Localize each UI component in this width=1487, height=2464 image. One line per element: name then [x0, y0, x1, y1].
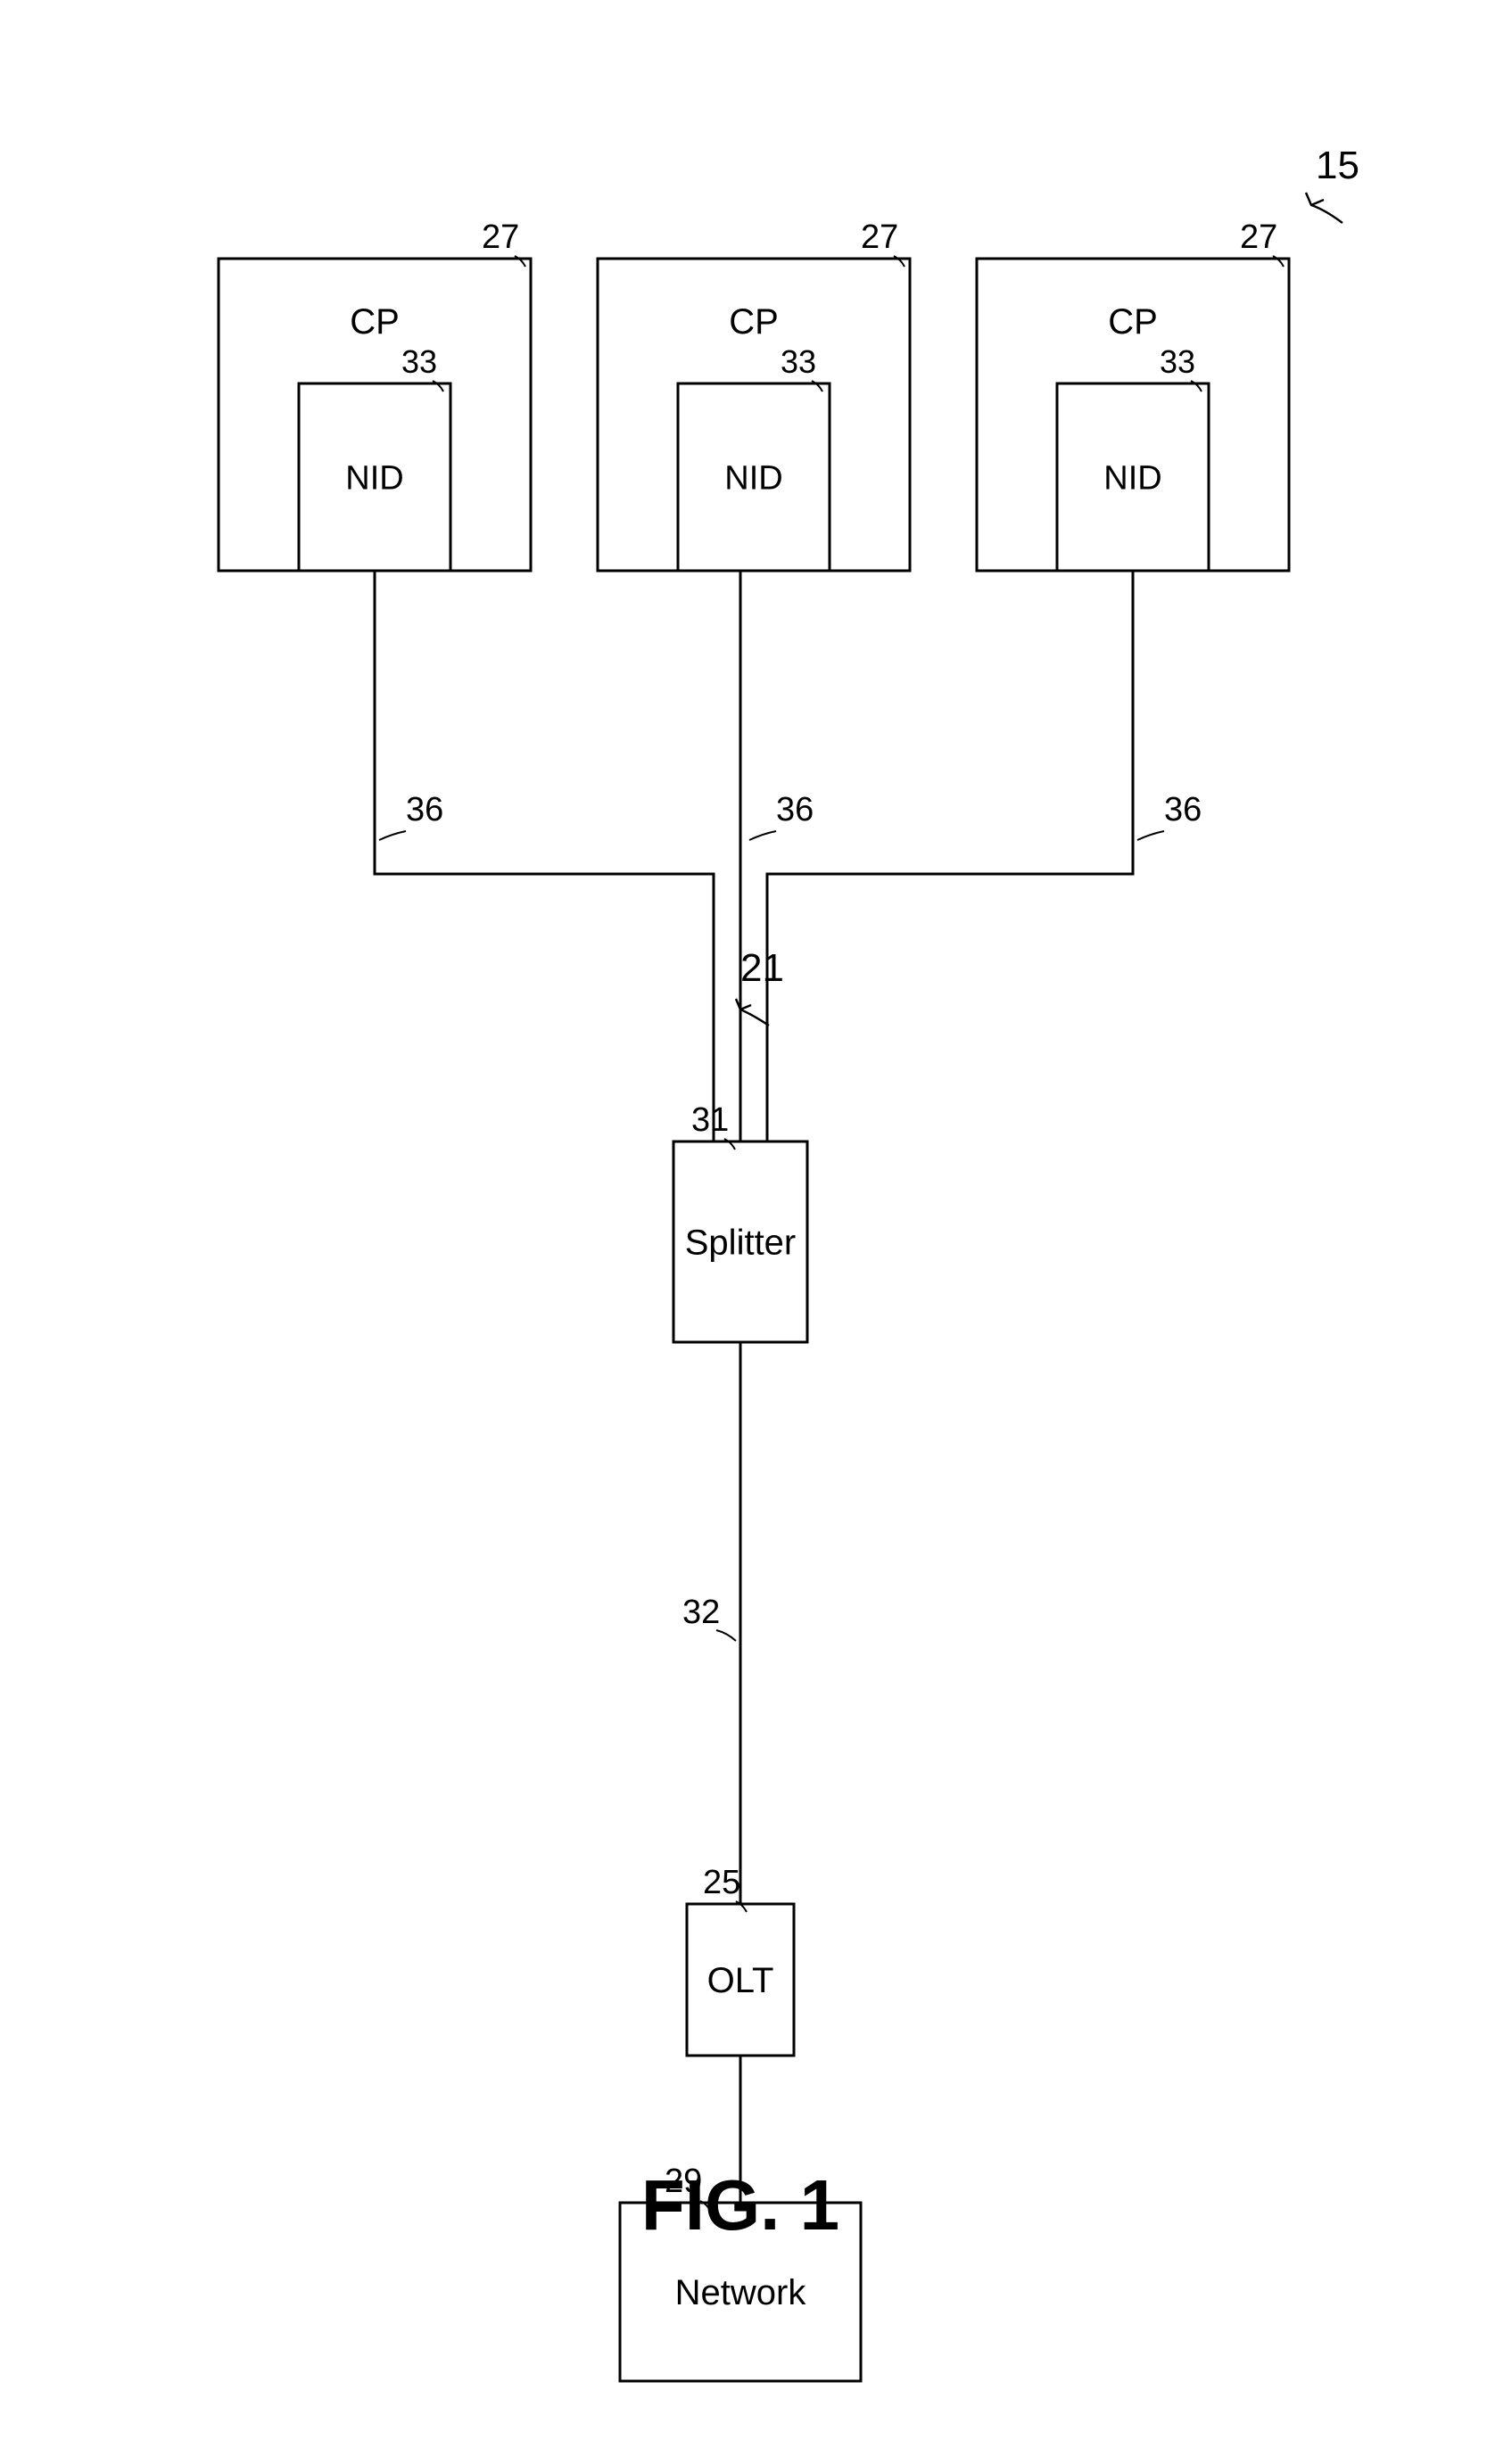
- floating-ref-hook-15: [1306, 193, 1342, 223]
- edge-ref-olt-splitter: 32: [682, 1594, 720, 1631]
- edge-spl-nid3: [767, 571, 1133, 1141]
- edge-ref-spl-nid2: 36: [776, 791, 814, 828]
- edge-ref-spl-nid3: 36: [1164, 791, 1202, 828]
- node-label-cp1: CP: [350, 302, 400, 342]
- edge-ref-hook-spl-nid2: [749, 831, 776, 840]
- node-label-olt: OLT: [707, 1961, 774, 2000]
- edge-ref-hook-spl-nid1: [379, 831, 406, 840]
- edge-ref-hook-olt-splitter: [716, 1630, 736, 1641]
- floating-ref-15: 15: [1316, 144, 1359, 187]
- node-ref-nid3: 33: [1160, 343, 1195, 380]
- node-ref-cp2: 27: [861, 218, 898, 256]
- node-label-splitter: Splitter: [685, 1224, 797, 1263]
- node-ref-cp1: 27: [482, 218, 519, 256]
- edge-ref-hook-spl-nid3: [1137, 831, 1164, 840]
- edge-spl-nid1: [375, 571, 714, 1141]
- node-label-nid3: NID: [1103, 459, 1161, 497]
- pon-diagram: 32363636Network29OLT25Splitter31CP27CP27…: [0, 0, 1487, 2464]
- node-ref-nid2: 33: [781, 343, 816, 380]
- node-ref-olt: 25: [703, 1864, 740, 1901]
- node-label-cp3: CP: [1108, 302, 1158, 342]
- node-label-nid1: NID: [345, 459, 403, 497]
- node-label-nid2: NID: [724, 459, 782, 497]
- node-ref-nid1: 33: [401, 343, 437, 380]
- node-label-network: Network: [675, 2273, 807, 2312]
- node-label-cp2: CP: [729, 302, 779, 342]
- figure-label: FIG. 1: [641, 2165, 839, 2245]
- edge-ref-spl-nid1: 36: [406, 791, 443, 828]
- floating-ref-21: 21: [740, 946, 784, 990]
- node-ref-cp3: 27: [1240, 218, 1277, 256]
- node-ref-splitter: 31: [691, 1101, 729, 1139]
